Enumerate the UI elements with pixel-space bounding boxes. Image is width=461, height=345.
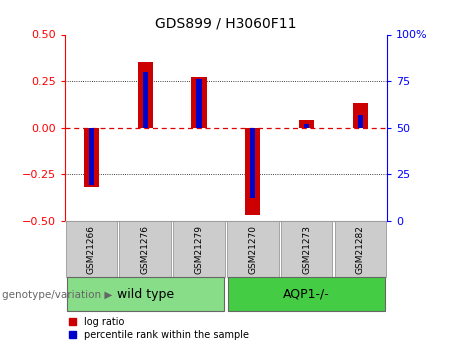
Text: GSM21276: GSM21276	[141, 225, 150, 274]
FancyBboxPatch shape	[335, 221, 386, 277]
Bar	[89, 128, 94, 185]
FancyBboxPatch shape	[228, 277, 385, 311]
FancyBboxPatch shape	[227, 221, 278, 277]
Text: genotype/variation ▶: genotype/variation ▶	[2, 290, 112, 300]
Text: GSM21270: GSM21270	[248, 225, 257, 274]
Bar	[196, 79, 201, 128]
Text: wild type: wild type	[117, 288, 174, 300]
Text: AQP1-/-: AQP1-/-	[283, 288, 330, 300]
Bar	[304, 124, 309, 128]
FancyBboxPatch shape	[67, 277, 224, 311]
FancyBboxPatch shape	[119, 221, 171, 277]
FancyBboxPatch shape	[281, 221, 332, 277]
Text: GSM21266: GSM21266	[87, 225, 96, 274]
FancyBboxPatch shape	[173, 221, 225, 277]
Title: GDS899 / H3060F11: GDS899 / H3060F11	[155, 17, 296, 31]
Bar	[353, 104, 368, 128]
Bar	[245, 128, 260, 215]
Bar	[191, 77, 207, 128]
Bar	[250, 128, 255, 198]
Legend: log ratio, percentile rank within the sample: log ratio, percentile rank within the sa…	[70, 317, 249, 340]
Bar	[84, 128, 99, 187]
FancyBboxPatch shape	[65, 221, 117, 277]
Bar	[142, 72, 148, 128]
Bar	[138, 61, 153, 128]
Text: GSM21273: GSM21273	[302, 225, 311, 274]
Text: GSM21279: GSM21279	[195, 225, 203, 274]
Bar	[299, 120, 314, 128]
Text: GSM21282: GSM21282	[356, 225, 365, 274]
Bar	[358, 115, 363, 128]
